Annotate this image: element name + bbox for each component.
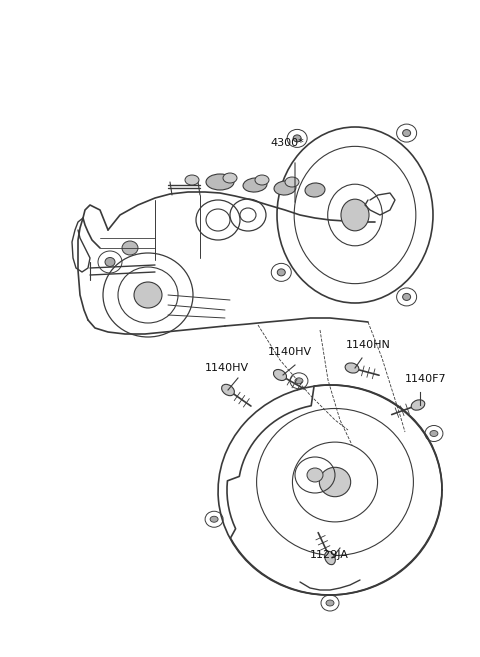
Ellipse shape xyxy=(255,175,269,185)
Ellipse shape xyxy=(341,199,369,231)
Text: 1140HV: 1140HV xyxy=(268,347,312,357)
Ellipse shape xyxy=(307,468,323,482)
Ellipse shape xyxy=(326,600,334,606)
Text: 4300*: 4300* xyxy=(270,138,304,148)
Ellipse shape xyxy=(277,269,285,276)
Ellipse shape xyxy=(285,177,299,187)
Ellipse shape xyxy=(319,467,351,497)
Ellipse shape xyxy=(105,258,115,267)
Ellipse shape xyxy=(185,175,199,185)
Ellipse shape xyxy=(305,183,325,197)
Ellipse shape xyxy=(243,178,267,192)
Text: 1140HN: 1140HN xyxy=(346,340,391,350)
Ellipse shape xyxy=(134,282,162,308)
Ellipse shape xyxy=(403,129,410,137)
Text: 1140F7: 1140F7 xyxy=(405,374,446,384)
Ellipse shape xyxy=(324,551,336,564)
Ellipse shape xyxy=(293,135,301,142)
Ellipse shape xyxy=(223,173,237,183)
Ellipse shape xyxy=(274,181,296,195)
Ellipse shape xyxy=(345,363,359,373)
Ellipse shape xyxy=(206,174,234,190)
Ellipse shape xyxy=(274,369,287,380)
Text: 1129JA: 1129JA xyxy=(310,550,349,560)
Ellipse shape xyxy=(430,430,438,436)
Ellipse shape xyxy=(295,378,303,384)
Ellipse shape xyxy=(403,294,410,300)
Ellipse shape xyxy=(411,400,425,410)
Ellipse shape xyxy=(222,384,234,396)
Ellipse shape xyxy=(122,241,138,255)
Ellipse shape xyxy=(210,516,218,522)
Text: 1140HV: 1140HV xyxy=(205,363,249,373)
